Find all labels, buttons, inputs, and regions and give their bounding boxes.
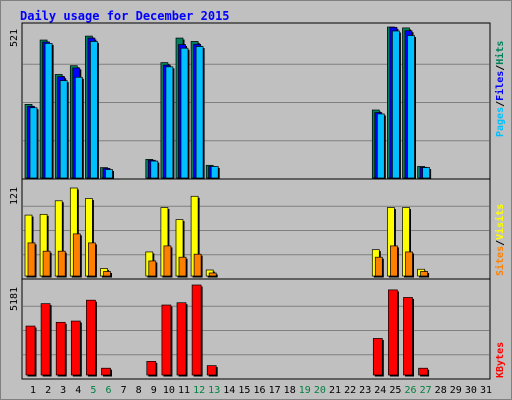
day-label-10: 10 — [163, 385, 175, 396]
bar-kbytes-day-4 — [70, 320, 81, 376]
bar-kbytes-day-5 — [86, 299, 96, 376]
day-label-9: 9 — [151, 385, 157, 396]
panel-1-legend: Pages/Files/Hits — [494, 41, 506, 137]
bar-pages-day-25 — [392, 30, 400, 179]
bar-pages-day-5 — [90, 41, 98, 179]
bar-kbytes-day-26 — [403, 297, 413, 376]
bar-kbytes-day-27 — [418, 367, 428, 376]
bar-pages-day-2 — [44, 43, 53, 179]
bar-kbytes-day-6 — [101, 367, 111, 376]
bar-sites-day-2 — [42, 250, 51, 277]
day-label-23: 23 — [359, 385, 371, 396]
day-label-17: 17 — [269, 385, 281, 396]
day-label-28: 28 — [435, 385, 447, 396]
bar-pages-day-4 — [74, 76, 83, 179]
day-label-1: 1 — [30, 385, 36, 396]
bar-pages-day-6 — [105, 169, 113, 179]
bar-pages-day-12 — [195, 46, 204, 179]
day-label-3: 3 — [60, 385, 66, 396]
bar-sites-day-5 — [88, 242, 96, 277]
bar-kbytes-day-12 — [191, 284, 202, 376]
panel-2-legend: Sites/Visits — [494, 204, 506, 276]
day-label-11: 11 — [178, 385, 190, 396]
bar-pages-day-26 — [407, 35, 415, 179]
chart-title: Daily usage for December 2015 — [20, 9, 230, 23]
bar-sites-day-4 — [72, 233, 81, 277]
bar-kbytes-day-9 — [146, 361, 157, 376]
bar-kbytes-day-1 — [25, 325, 36, 376]
bar-kbytes-day-10 — [161, 304, 172, 376]
panel-3-legend: KBytes — [495, 342, 506, 378]
day-label-20: 20 — [314, 385, 326, 396]
bar-sites-day-12 — [193, 253, 202, 277]
panel-2-max-label: 121 — [9, 187, 20, 205]
bar-pages-day-24 — [376, 113, 385, 179]
day-label-2: 2 — [45, 385, 51, 396]
bar-sites-day-3 — [57, 250, 66, 277]
bar-kbytes-day-11 — [176, 302, 187, 376]
day-label-29: 29 — [450, 385, 462, 396]
legend-entry: Files — [494, 71, 506, 101]
bar-sites-day-9 — [148, 260, 157, 277]
bar-pages-day-11 — [180, 47, 189, 179]
bar-kbytes-day-13 — [206, 365, 217, 376]
bar-sites-day-11 — [178, 256, 187, 277]
day-label-21: 21 — [329, 385, 341, 396]
day-label-25: 25 — [389, 385, 401, 396]
bar-kbytes-day-2 — [40, 303, 51, 376]
day-label-15: 15 — [238, 385, 250, 396]
bar-pages-day-10 — [165, 66, 174, 179]
bar-sites-day-27 — [420, 271, 428, 277]
day-label-16: 16 — [253, 385, 265, 396]
day-label-22: 22 — [344, 385, 356, 396]
bar-pages-day-9 — [150, 160, 159, 179]
bar-pages-day-1 — [29, 107, 38, 179]
bar-sites-day-26 — [405, 251, 413, 277]
bar-kbytes-day-25 — [388, 289, 398, 376]
bar-pages-day-27 — [422, 167, 430, 179]
day-label-31: 31 — [480, 385, 492, 396]
bar-kbytes-day-3 — [55, 321, 66, 376]
bar-pages-day-13 — [210, 166, 219, 179]
day-label-8: 8 — [136, 385, 142, 396]
legend-entry: Visits — [494, 204, 506, 240]
bar-sites-day-13 — [208, 272, 217, 277]
legend-entry: Pages — [495, 107, 506, 137]
day-label-18: 18 — [284, 385, 296, 396]
legend-entry: / — [495, 101, 506, 107]
day-label-19: 19 — [299, 385, 311, 396]
legend-entry: / — [495, 65, 506, 71]
day-label-30: 30 — [465, 385, 477, 396]
bar-sites-day-1 — [27, 242, 36, 277]
day-label-6: 6 — [105, 385, 111, 396]
day-label-4: 4 — [75, 385, 81, 396]
bar-sites-day-6 — [103, 271, 111, 277]
legend-entry: Hits — [494, 41, 506, 65]
bar-sites-day-24 — [374, 256, 383, 277]
panel-3-max-label: 5181 — [9, 287, 20, 311]
bar-kbytes-day-24 — [372, 338, 383, 376]
day-label-14: 14 — [223, 385, 235, 396]
panel-1-max-label: 521 — [9, 29, 20, 47]
legend-entry: Sites — [494, 246, 506, 276]
day-label-7: 7 — [121, 385, 127, 396]
day-label-12: 12 — [193, 385, 205, 396]
bar-sites-day-10 — [163, 245, 172, 277]
bar-sites-day-25 — [390, 245, 398, 277]
legend-entry: KBytes — [495, 342, 506, 378]
bar-pages-day-3 — [59, 80, 68, 179]
day-label-5: 5 — [90, 385, 96, 396]
day-label-13: 13 — [208, 385, 220, 396]
day-label-26: 26 — [404, 385, 416, 396]
day-label-27: 27 — [420, 385, 432, 396]
legend-entry: / — [495, 240, 506, 246]
day-label-24: 24 — [374, 385, 386, 396]
